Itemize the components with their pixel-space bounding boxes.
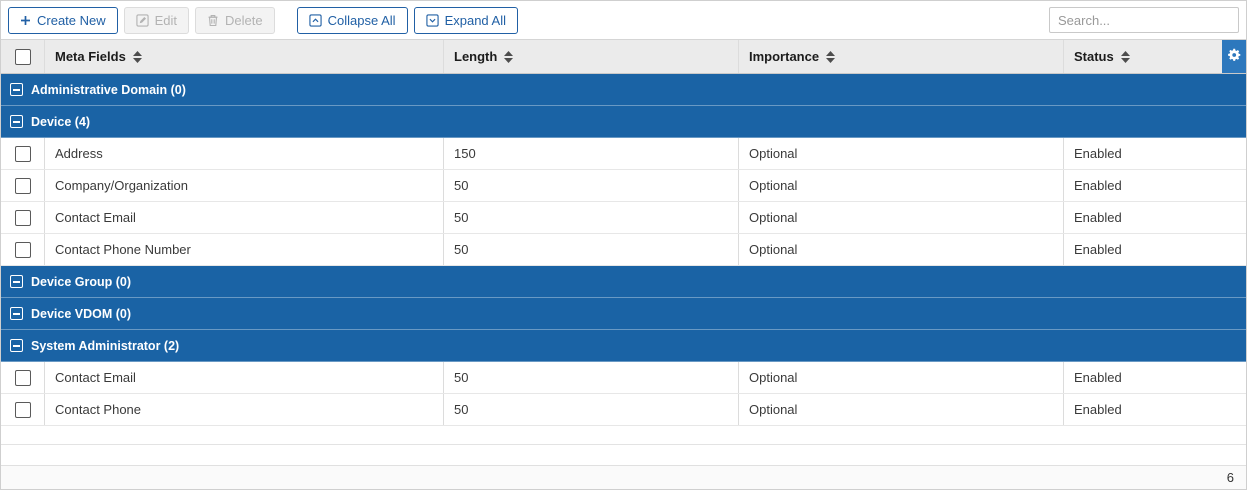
row-checkbox[interactable] [14,401,31,418]
cell-importance: Optional [739,362,1064,393]
column-label: Status [1074,49,1114,64]
row-checkbox-cell [1,362,45,393]
group-label: Device Group (0) [31,274,132,289]
row-count: 6 [1226,470,1234,485]
group-label: System Administrator (2) [31,338,180,353]
row-checkbox[interactable] [14,209,31,226]
collapse-all-button[interactable]: Collapse All [296,6,408,34]
cell-length: 50 [444,170,739,201]
expand-all-button[interactable]: Expand All [413,6,518,34]
search-box [1049,7,1239,33]
row-checkbox-cell [1,170,45,201]
footer-bar: 6 [1,465,1246,489]
table-header: Meta Fields Length Importance Status [1,40,1246,74]
box-chevron-down-icon [425,13,439,27]
cell-length: 50 [444,362,739,393]
minus-square-icon[interactable] [10,339,23,352]
group-label: Device VDOM (0) [31,306,132,321]
column-label: Meta Fields [55,49,126,64]
row-checkbox-cell [1,202,45,233]
column-label: Length [454,49,498,64]
group-row[interactable]: System Administrator (2) [1,330,1246,362]
column-header-status[interactable]: Status [1064,40,1222,73]
create-new-label: Create New [37,12,106,28]
group-label: Administrative Domain (0) [31,82,186,97]
sort-arrows-icon [826,50,836,63]
group-row[interactable]: Device Group (0) [1,266,1246,298]
row-checkbox[interactable] [14,145,31,162]
toolbar: Create New Edit Delete Collapse All Expa… [1,1,1246,40]
trash-icon [207,14,219,27]
cell-meta-field: Contact Phone [45,394,444,425]
create-new-button[interactable]: Create New [8,6,118,34]
minus-square-icon[interactable] [10,307,23,320]
column-label: Importance [749,49,820,64]
minus-square-icon[interactable] [10,83,23,96]
cell-length: 150 [444,138,739,169]
minus-square-icon[interactable] [10,115,23,128]
plus-icon [20,15,31,26]
expand-all-label: Expand All [444,12,506,28]
edit-label: Edit [154,12,178,28]
cell-status: Enabled [1074,178,1122,193]
group-row[interactable]: Device (4) [1,106,1246,138]
sort-arrows-icon [1120,50,1130,63]
column-header-importance[interactable]: Importance [739,40,1064,73]
cell-meta-field: Contact Phone Number [45,234,444,265]
cell-meta-field: Company/Organization [45,170,444,201]
table-row[interactable]: Address 150 Optional Enabled [1,138,1246,170]
cell-status: Enabled [1074,402,1122,417]
column-header-meta-fields[interactable]: Meta Fields [45,40,444,73]
cell-status: Enabled [1074,242,1122,257]
empty-area [1,445,1246,465]
row-checkbox-cell [1,394,45,425]
table-row[interactable]: Contact Email 50 Optional Enabled [1,202,1246,234]
sort-arrows-icon [504,50,514,63]
table-row[interactable]: Contact Phone Number 50 Optional Enabled [1,234,1246,266]
cell-length: 50 [444,202,739,233]
pencil-square-icon [136,13,149,27]
cell-importance: Optional [739,202,1064,233]
minus-square-icon[interactable] [10,275,23,288]
box-chevron-up-icon [308,13,322,27]
collapse-all-label: Collapse All [327,12,396,28]
row-checkbox[interactable] [14,177,31,194]
cell-meta-field: Contact Email [45,202,444,233]
cell-meta-field: Contact Email [45,362,444,393]
cell-length: 50 [444,394,739,425]
group-row[interactable]: Device VDOM (0) [1,298,1246,330]
sort-arrows-icon [132,50,142,63]
column-header-length[interactable]: Length [444,40,739,73]
table-end-divider [1,426,1246,445]
search-input[interactable] [1049,7,1239,33]
column-settings-button[interactable] [1222,40,1246,73]
cell-importance: Optional [739,234,1064,265]
group-row[interactable]: Administrative Domain (0) [1,74,1246,106]
row-checkbox[interactable] [14,369,31,386]
cell-status: Enabled [1074,210,1122,225]
cell-status: Enabled [1074,146,1122,161]
gear-icon [1227,48,1241,65]
delete-label: Delete [225,12,263,28]
row-checkbox-cell [1,138,45,169]
table-row[interactable]: Contact Phone 50 Optional Enabled [1,394,1246,426]
cell-importance: Optional [739,170,1064,201]
cell-meta-field: Address [45,138,444,169]
select-all-checkbox[interactable] [14,48,31,65]
cell-status: Enabled [1074,370,1122,385]
delete-button: Delete [195,6,275,34]
edit-button: Edit [123,6,190,34]
table-row[interactable]: Company/Organization 50 Optional Enabled [1,170,1246,202]
cell-importance: Optional [739,394,1064,425]
table-body: Administrative Domain (0) Device (4) Addre… [1,74,1246,426]
row-checkbox-cell [1,234,45,265]
group-label: Device (4) [31,114,91,129]
cell-length: 50 [444,234,739,265]
cell-importance: Optional [739,138,1064,169]
row-checkbox[interactable] [14,241,31,258]
select-all-cell [1,40,45,73]
table-row[interactable]: Contact Email 50 Optional Enabled [1,362,1246,394]
